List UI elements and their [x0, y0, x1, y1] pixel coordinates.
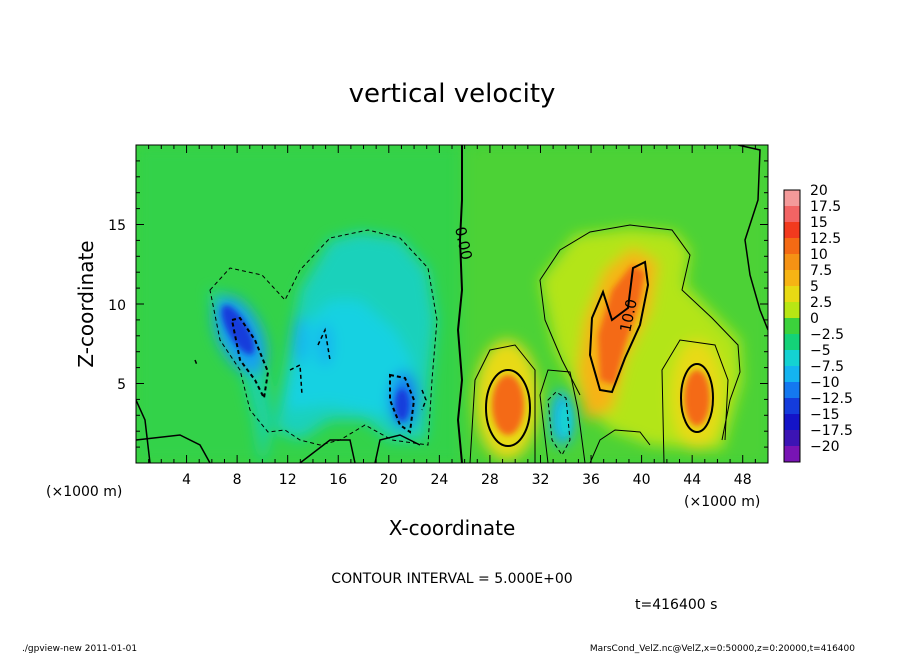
colorbar-label: −5 [810, 343, 831, 359]
x-tick-labels: 4 8 12 16 20 24 28 32 36 40 44 48 [182, 472, 751, 488]
updraft-cores [492, 265, 710, 435]
colorbar-label: −15 [810, 407, 840, 423]
colorbar: 2017.51512.5107.552.50−2.5−5−7.5−10−12.5… [783, 183, 853, 463]
colorbar-swatch [784, 382, 800, 399]
x-tick-label: 12 [279, 472, 297, 488]
colorbar-swatch [784, 430, 800, 447]
colorbar-swatch [784, 206, 800, 223]
x-axis-label: X-coordinate [389, 516, 516, 540]
contour-interval: CONTOUR INTERVAL = 5.000E+00 [331, 571, 572, 587]
y-tick-label: 10 [108, 298, 126, 314]
colorbar-label: −2.5 [810, 327, 844, 343]
chart-title: vertical velocity [349, 79, 556, 109]
colorbar-label: 15 [810, 215, 828, 231]
colorbar-swatch [784, 254, 800, 271]
colorbar-label: 12.5 [810, 231, 841, 247]
y-axis-label: Z-coordinate [74, 240, 98, 367]
footer-left: ./gpview-new 2011-01-01 [22, 644, 137, 654]
colorbar-swatch [784, 366, 800, 383]
x-tick-label: 4 [182, 472, 191, 488]
colorbar-label: −10 [810, 375, 840, 391]
x-tick-label: 24 [430, 472, 448, 488]
plot-area [136, 145, 768, 463]
y-tick-label: 5 [117, 377, 126, 393]
x-tick-label: 36 [582, 472, 600, 488]
colorbar-swatch [784, 238, 800, 255]
colorbar-label: 5 [810, 279, 819, 295]
y-unit-label: (×1000 m) [46, 484, 122, 500]
colorbar-label: 7.5 [810, 263, 832, 279]
x-tick-label: 44 [683, 472, 701, 488]
y-tick-label: 15 [108, 218, 126, 234]
negative-contours [194, 229, 571, 456]
x-tick-label: 32 [532, 472, 550, 488]
colorbar-swatch [784, 318, 800, 335]
positive-contours [136, 145, 768, 463]
x-tick-label: 28 [481, 472, 499, 488]
time-label: t=416400 s [635, 597, 717, 613]
colorbar-swatch [784, 302, 800, 319]
x-tick-label: 20 [380, 472, 398, 488]
colorbar-swatch [784, 414, 800, 431]
colorbar-swatch [784, 190, 800, 207]
x-unit-label: (×1000 m) [684, 494, 760, 510]
colorbar-swatch [784, 398, 800, 415]
colorbar-label: −20 [810, 439, 840, 455]
colorbar-swatch [784, 270, 800, 287]
colorbar-swatch [784, 350, 800, 367]
x-tick-label: 16 [329, 472, 347, 488]
colorbar-label: 10 [810, 247, 828, 263]
x-tick-label: 48 [734, 472, 752, 488]
colorbar-swatch [784, 286, 800, 303]
x-tick-label: 8 [233, 472, 242, 488]
x-tick-label: 40 [633, 472, 651, 488]
colorbar-label: −12.5 [810, 391, 853, 407]
colorbar-label: 17.5 [810, 199, 841, 215]
colorbar-swatch [784, 446, 800, 463]
colorbar-label: −7.5 [810, 359, 844, 375]
plot-frame [135, 144, 769, 464]
colorbar-label: 2.5 [810, 295, 832, 311]
colorbar-label: 20 [810, 183, 828, 199]
footer-right: MarsCond_VelZ.nc@VelZ,x=0:50000,z=0:2000… [590, 644, 855, 654]
colorbar-label: −17.5 [810, 423, 853, 439]
colorbar-swatch [784, 334, 800, 351]
colorbar-swatch [784, 222, 800, 239]
colorbar-label: 0 [810, 311, 819, 327]
downdraft-cores [221, 305, 571, 436]
y-tick-labels: 5 10 15 [108, 218, 126, 393]
